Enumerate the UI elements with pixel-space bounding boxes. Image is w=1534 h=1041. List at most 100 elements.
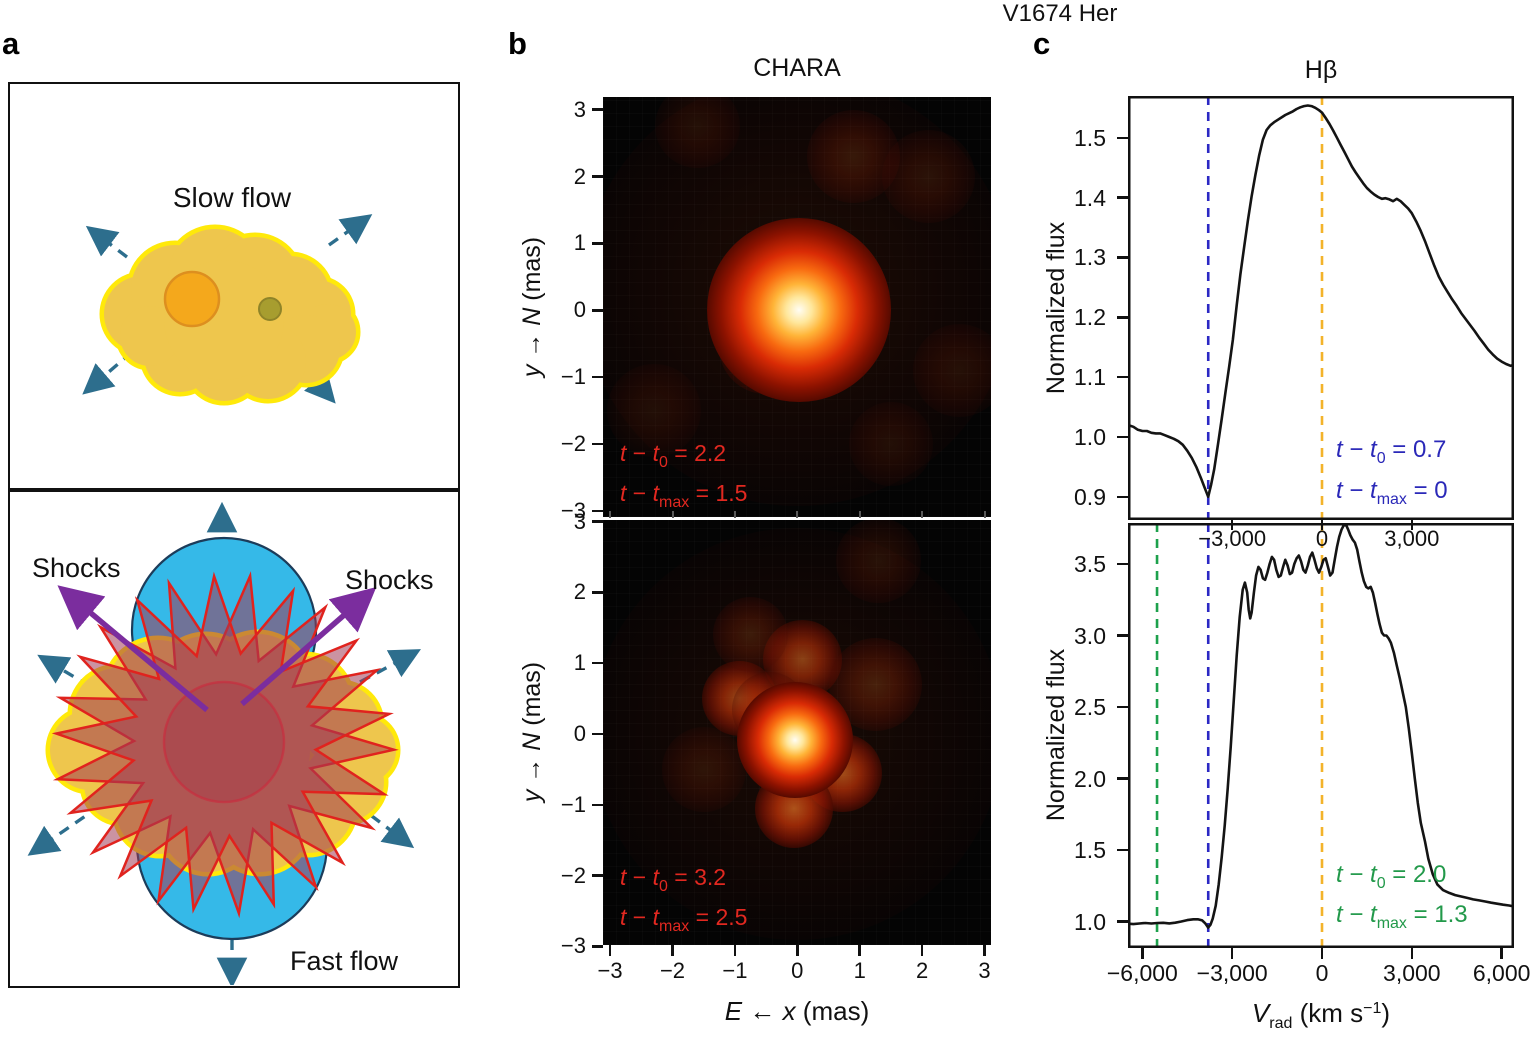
axis-tick bbox=[796, 511, 799, 518]
tick-label: −6,000 bbox=[1106, 960, 1178, 986]
axis-tick bbox=[671, 511, 674, 518]
axis-tick bbox=[796, 945, 799, 956]
tick-label: 3 bbox=[978, 958, 991, 983]
epoch-annotation: t − tmax = 1.5 bbox=[620, 480, 748, 511]
axis-tick bbox=[1117, 777, 1128, 780]
axis-tick bbox=[1117, 705, 1128, 709]
axis-tick bbox=[1117, 375, 1128, 379]
axis-tick bbox=[1230, 948, 1234, 959]
tick-label: 6,000 bbox=[1472, 960, 1531, 986]
plot-spine bbox=[1128, 96, 1514, 520]
axis-tick bbox=[1117, 562, 1128, 566]
tick-label: 2 bbox=[573, 163, 586, 189]
axis-tick bbox=[1117, 848, 1128, 852]
tick-label: −3 bbox=[560, 498, 586, 523]
spectrum-curve bbox=[1128, 104, 1514, 499]
white-dwarf-core bbox=[163, 270, 221, 328]
epoch-annotation: t − t0 = 0.7 bbox=[1336, 436, 1447, 467]
tick-label: 1 bbox=[573, 650, 586, 676]
axis-tick bbox=[592, 520, 603, 523]
nova-blob bbox=[836, 520, 921, 603]
nova-blob-core bbox=[707, 218, 892, 403]
tick-label: 0.9 bbox=[1074, 483, 1106, 510]
panel-c-label: c bbox=[1033, 26, 1051, 61]
nova-blob bbox=[655, 97, 740, 169]
slow-flow-box: Slow flow bbox=[8, 82, 460, 490]
shock-arrows bbox=[57, 585, 377, 713]
axis-tick bbox=[1117, 316, 1128, 319]
panel-b-label: b bbox=[508, 26, 527, 61]
tick-label: −1 bbox=[560, 791, 586, 817]
tick-label: 2.5 bbox=[1074, 694, 1106, 721]
axis-tick bbox=[1230, 520, 1234, 530]
axis-tick bbox=[1117, 634, 1128, 637]
axis-tick bbox=[733, 511, 736, 518]
axis-tick bbox=[1500, 948, 1503, 959]
flux-plot-bottom bbox=[1128, 523, 1514, 948]
axis-tick bbox=[858, 945, 861, 956]
flux-plot-top bbox=[1128, 96, 1514, 520]
tick-label: 3.5 bbox=[1074, 551, 1106, 578]
slow-flow-label: Slow flow bbox=[172, 182, 292, 213]
axis-tick bbox=[609, 511, 612, 518]
shock-inner-ring bbox=[162, 680, 286, 804]
flux-plot-canvas bbox=[1128, 96, 1514, 520]
tick-label: 1.0 bbox=[1074, 908, 1106, 935]
axis-tick bbox=[1320, 520, 1324, 530]
tick-label: −2 bbox=[659, 958, 686, 983]
axis-tick bbox=[671, 945, 674, 956]
tick-label: −1 bbox=[560, 364, 586, 390]
tick-label: −2 bbox=[560, 431, 586, 457]
epoch-annotation: t − t0 = 3.2 bbox=[620, 864, 727, 895]
axis-tick bbox=[592, 375, 603, 379]
nova-blob bbox=[713, 597, 788, 673]
epoch-annotation: t − t0 = 2.0 bbox=[1336, 861, 1447, 892]
axis-tick bbox=[1117, 256, 1128, 259]
nova-blob bbox=[606, 363, 701, 458]
tick-label: 3.0 bbox=[1074, 622, 1106, 649]
nova-blob-core bbox=[737, 681, 854, 798]
tick-label: 1.4 bbox=[1074, 184, 1106, 211]
epoch-annotation: t − tmax = 0 bbox=[1336, 477, 1448, 508]
chara-image-epoch2 bbox=[603, 520, 991, 945]
tick-label: 2 bbox=[915, 958, 929, 983]
tick-label: −2 bbox=[560, 862, 586, 888]
axis-tick bbox=[983, 945, 986, 956]
tick-label: 0 bbox=[573, 721, 586, 746]
tick-label: 1.1 bbox=[1074, 364, 1106, 391]
axis-tick bbox=[1117, 495, 1128, 499]
axis-tick bbox=[592, 108, 603, 111]
panel-a-label: a bbox=[2, 26, 20, 61]
tick-label: 1.2 bbox=[1074, 304, 1106, 331]
tick-label: 1.0 bbox=[1074, 423, 1106, 450]
flux-plot-canvas bbox=[1128, 523, 1514, 948]
tick-label: 1.3 bbox=[1074, 244, 1106, 271]
axis-tick bbox=[1117, 136, 1128, 140]
axis-tick bbox=[592, 874, 603, 877]
axis-tick bbox=[1117, 920, 1128, 923]
shocks-right-label: Shocks bbox=[345, 565, 434, 595]
tick-label: 0 bbox=[791, 958, 804, 983]
tick-label: 0 bbox=[573, 297, 586, 323]
axis-tick bbox=[592, 175, 603, 178]
chara-title: CHARA bbox=[753, 54, 841, 82]
epoch-annotation: t − tmax = 1.3 bbox=[1336, 901, 1468, 932]
fast-flow-box: Shocks Shocks Fast flow bbox=[8, 490, 460, 988]
tick-label: −3,000 bbox=[1198, 526, 1267, 551]
axis-tick bbox=[1117, 435, 1128, 439]
axis-tick bbox=[1141, 948, 1144, 959]
axis-tick bbox=[608, 945, 612, 956]
slow-flow-diagram bbox=[82, 214, 373, 406]
tick-label: 0 bbox=[1315, 526, 1329, 551]
tick-label: 0 bbox=[1315, 960, 1329, 986]
tick-label: −3,000 bbox=[1196, 960, 1268, 986]
tick-label: 2 bbox=[573, 579, 586, 605]
axis-tick bbox=[592, 803, 603, 807]
vrad-xlabel: Vrad (km s−1) bbox=[1251, 998, 1391, 1032]
chara-image-epoch1 bbox=[603, 97, 991, 517]
tick-label: −1 bbox=[722, 958, 748, 983]
axis-tick bbox=[592, 509, 603, 513]
fast-flow-label: Fast flow bbox=[290, 946, 399, 976]
axis-tick bbox=[1320, 948, 1324, 959]
